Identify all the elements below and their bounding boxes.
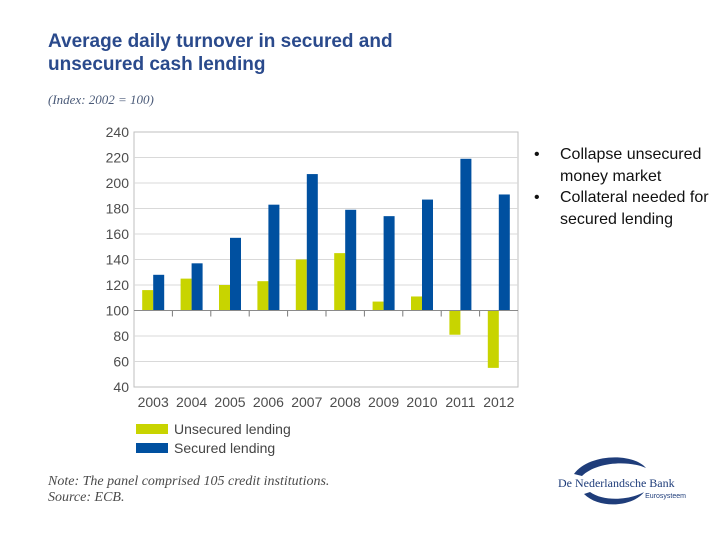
legend-item-secured: Secured lending (136, 438, 291, 457)
y-tick-label: 40 (113, 379, 129, 395)
bullet-text: Collapse unsecured money market (560, 146, 702, 185)
bar-unsecured (180, 278, 192, 311)
bar-unsecured (334, 253, 346, 311)
bar-unsecured (295, 259, 307, 311)
bullet-list: • Collapse unsecured money market • Collat… (533, 144, 713, 230)
y-tick-label: 80 (113, 328, 129, 344)
legend: Unsecured lending Secured lending (136, 419, 291, 457)
bullet-marker: • (534, 146, 540, 163)
bar-unsecured (487, 310, 499, 368)
y-tick-label: 120 (106, 277, 130, 293)
bar-secured (230, 237, 241, 311)
source-text: Source: ECB. (48, 490, 125, 502)
bar-secured (345, 209, 357, 311)
chart-notes: Note: The panel comprised 105 credit ins… (48, 474, 408, 502)
bar-secured (153, 274, 165, 311)
bar-secured (383, 216, 395, 311)
legend-label-secured: Secured lending (174, 439, 276, 456)
source-clip: Source: ECB. (48, 490, 408, 502)
bar-unsecured (219, 285, 230, 311)
note-text: Note: The panel comprised 105 credit ins… (48, 474, 330, 489)
legend-label-unsecured: Unsecured lending (174, 420, 291, 437)
legend-swatch-secured (136, 442, 168, 453)
logo-name: De Nederlandsche Bank (558, 476, 675, 490)
y-tick-label: 140 (106, 252, 130, 268)
dnb-logo: De Nederlandsche Bank Eurosysteem (556, 454, 686, 510)
bar-secured (460, 158, 472, 311)
bullet-item: • Collapse unsecured money market (533, 144, 713, 187)
bullet-item: • Collateral needed for secured lending (533, 187, 713, 230)
bar-unsecured (372, 301, 384, 311)
y-tick-label: 240 (106, 124, 130, 140)
y-tick-label: 220 (106, 150, 130, 166)
x-tick-label: 2012 (483, 394, 514, 410)
x-tick-label: 2006 (253, 394, 284, 410)
y-tick-label: 100 (106, 303, 130, 319)
legend-item-unsecured: Unsecured lending (136, 419, 291, 438)
x-tick-label: 2010 (406, 394, 437, 410)
x-tick-label: 2004 (176, 394, 207, 410)
bar-secured (422, 199, 433, 311)
y-tick-label: 180 (106, 201, 130, 217)
y-tick-label: 200 (106, 175, 130, 191)
bar-secured (268, 204, 280, 311)
x-tick-label: 2008 (330, 394, 361, 410)
x-tick-label: 2011 (445, 394, 475, 410)
bar-unsecured (142, 290, 154, 311)
bar-unsecured (257, 281, 269, 311)
bar-unsecured (449, 310, 461, 335)
bar-secured (191, 263, 203, 311)
logo-swoosh-icon (574, 457, 646, 505)
x-tick-label: 2009 (368, 394, 399, 410)
y-tick-label: 160 (106, 226, 130, 242)
bullet-marker: • (534, 189, 540, 206)
bar-chart: 40 60 80 100 120 140 160 180 200 220 240 2003 2004 20… (106, 124, 519, 410)
bar-secured (306, 174, 318, 311)
logo-sub: Eurosysteem (645, 493, 686, 500)
legend-swatch-unsecured (136, 423, 168, 434)
chart-subtitle: (Index: 2002 = 100) (48, 92, 154, 107)
bar-unsecured (411, 296, 422, 311)
y-tick-label: 60 (113, 354, 129, 370)
bar-secured (498, 194, 510, 311)
x-tick-label: 2007 (291, 394, 322, 410)
x-tick-label: 2003 (138, 394, 169, 410)
x-tick-label: 2005 (214, 394, 245, 410)
chart-title: Average daily turnover in secured and un… (48, 31, 393, 75)
bullet-text: Collateral needed for secured lending (560, 189, 709, 228)
